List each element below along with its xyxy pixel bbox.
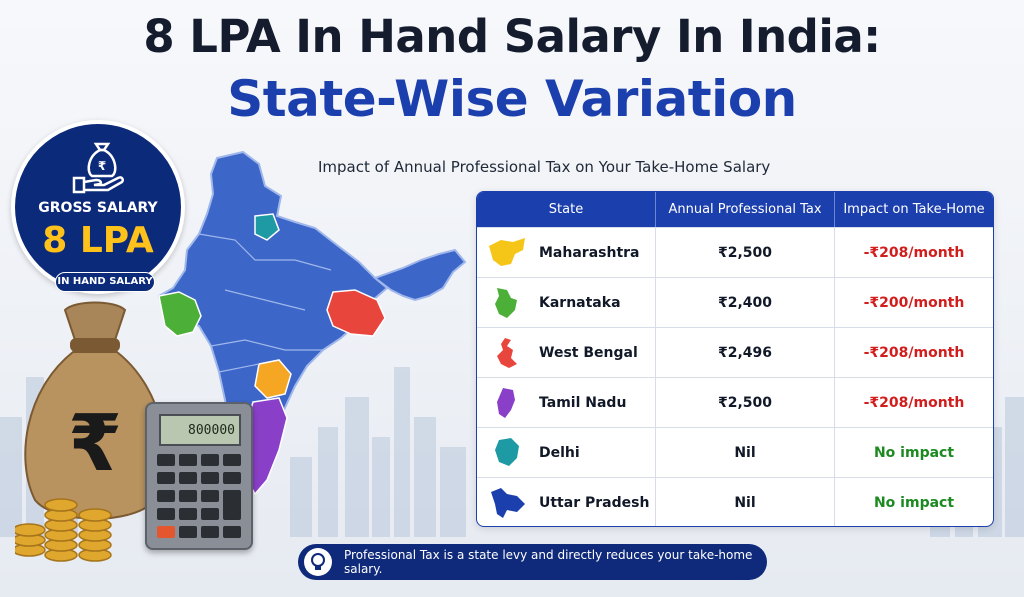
- table-row: West Bengal ₹2,496 -₹208/month: [477, 327, 993, 377]
- table-row: Karnataka ₹2,400 -₹200/month: [477, 277, 993, 327]
- state-name: Maharashtra: [539, 244, 640, 261]
- in-hand-salary-pill: IN HAND SALARY: [55, 272, 155, 292]
- tamil-nadu-map-icon: [497, 387, 515, 418]
- table-row: Uttar Pradesh Nil No impact: [477, 477, 993, 526]
- calculator-icon: 800000: [145, 402, 253, 550]
- tax-value: Nil: [656, 478, 835, 526]
- delhi-map-icon: [495, 437, 519, 466]
- calculator-display: 800000: [159, 414, 241, 446]
- state-name: West Bengal: [539, 344, 638, 361]
- header-state: State: [477, 192, 656, 227]
- lightbulb-icon: [304, 548, 332, 576]
- gross-salary-amount: 8 LPA: [42, 220, 154, 261]
- subtitle: Impact of Annual Professional Tax on You…: [318, 158, 771, 176]
- tax-value: ₹2,500: [656, 378, 835, 427]
- tax-value: Nil: [656, 428, 835, 477]
- page-title-line2: State-Wise Variation: [227, 70, 797, 128]
- tax-value: ₹2,400: [656, 278, 835, 327]
- table-row: Tamil Nadu ₹2,500 -₹208/month: [477, 377, 993, 427]
- west-bengal-map-icon: [497, 337, 517, 368]
- impact-value: -₹200/month: [863, 294, 965, 311]
- state-name: Tamil Nadu: [539, 394, 627, 411]
- page-title-line1: 8 LPA In Hand Salary In India:: [143, 10, 881, 63]
- header-annual-tax: Annual Professional Tax: [656, 192, 835, 227]
- tax-value: ₹2,496: [656, 328, 835, 377]
- money-bag-rupee-icon: ₹: [15, 301, 166, 562]
- impact-value: -₹208/month: [863, 394, 965, 411]
- impact-value: No impact: [873, 494, 955, 511]
- gross-salary-label: GROSS SALARY: [38, 200, 158, 216]
- money-bag-hand-icon: ₹: [72, 142, 125, 194]
- info-note-banner: Professional Tax is a state levy and dir…: [298, 544, 767, 580]
- tax-value: ₹2,500: [656, 228, 835, 277]
- india-map-illustration: [157, 150, 467, 500]
- svg-text:₹: ₹: [68, 399, 122, 489]
- state-name: Delhi: [539, 444, 580, 461]
- karnataka-map-icon: [495, 287, 517, 318]
- table-row: Maharashtra ₹2,500 -₹208/month: [477, 227, 993, 277]
- maharashtra-map-icon: [489, 237, 525, 266]
- svg-text:₹: ₹: [98, 159, 106, 173]
- professional-tax-table: State Annual Professional Tax Impact on …: [476, 191, 994, 527]
- header-impact: Impact on Take-Home: [843, 202, 985, 217]
- state-name: Uttar Pradesh: [539, 494, 650, 511]
- gross-salary-badge: ₹ GROSS SALARY 8 LPA IN HAND SALARY: [11, 120, 185, 294]
- info-note-text: Professional Tax is a state levy and dir…: [344, 548, 753, 576]
- impact-value: -₹208/month: [863, 344, 965, 361]
- table-row: Delhi Nil No impact: [477, 427, 993, 477]
- uttar-pradesh-map-icon: [491, 487, 525, 518]
- state-name: Karnataka: [539, 294, 621, 311]
- impact-value: No impact: [873, 444, 955, 461]
- impact-value: -₹208/month: [863, 244, 965, 261]
- calculator-keypad: [157, 454, 241, 538]
- table-header: State Annual Professional Tax Impact on …: [477, 192, 993, 227]
